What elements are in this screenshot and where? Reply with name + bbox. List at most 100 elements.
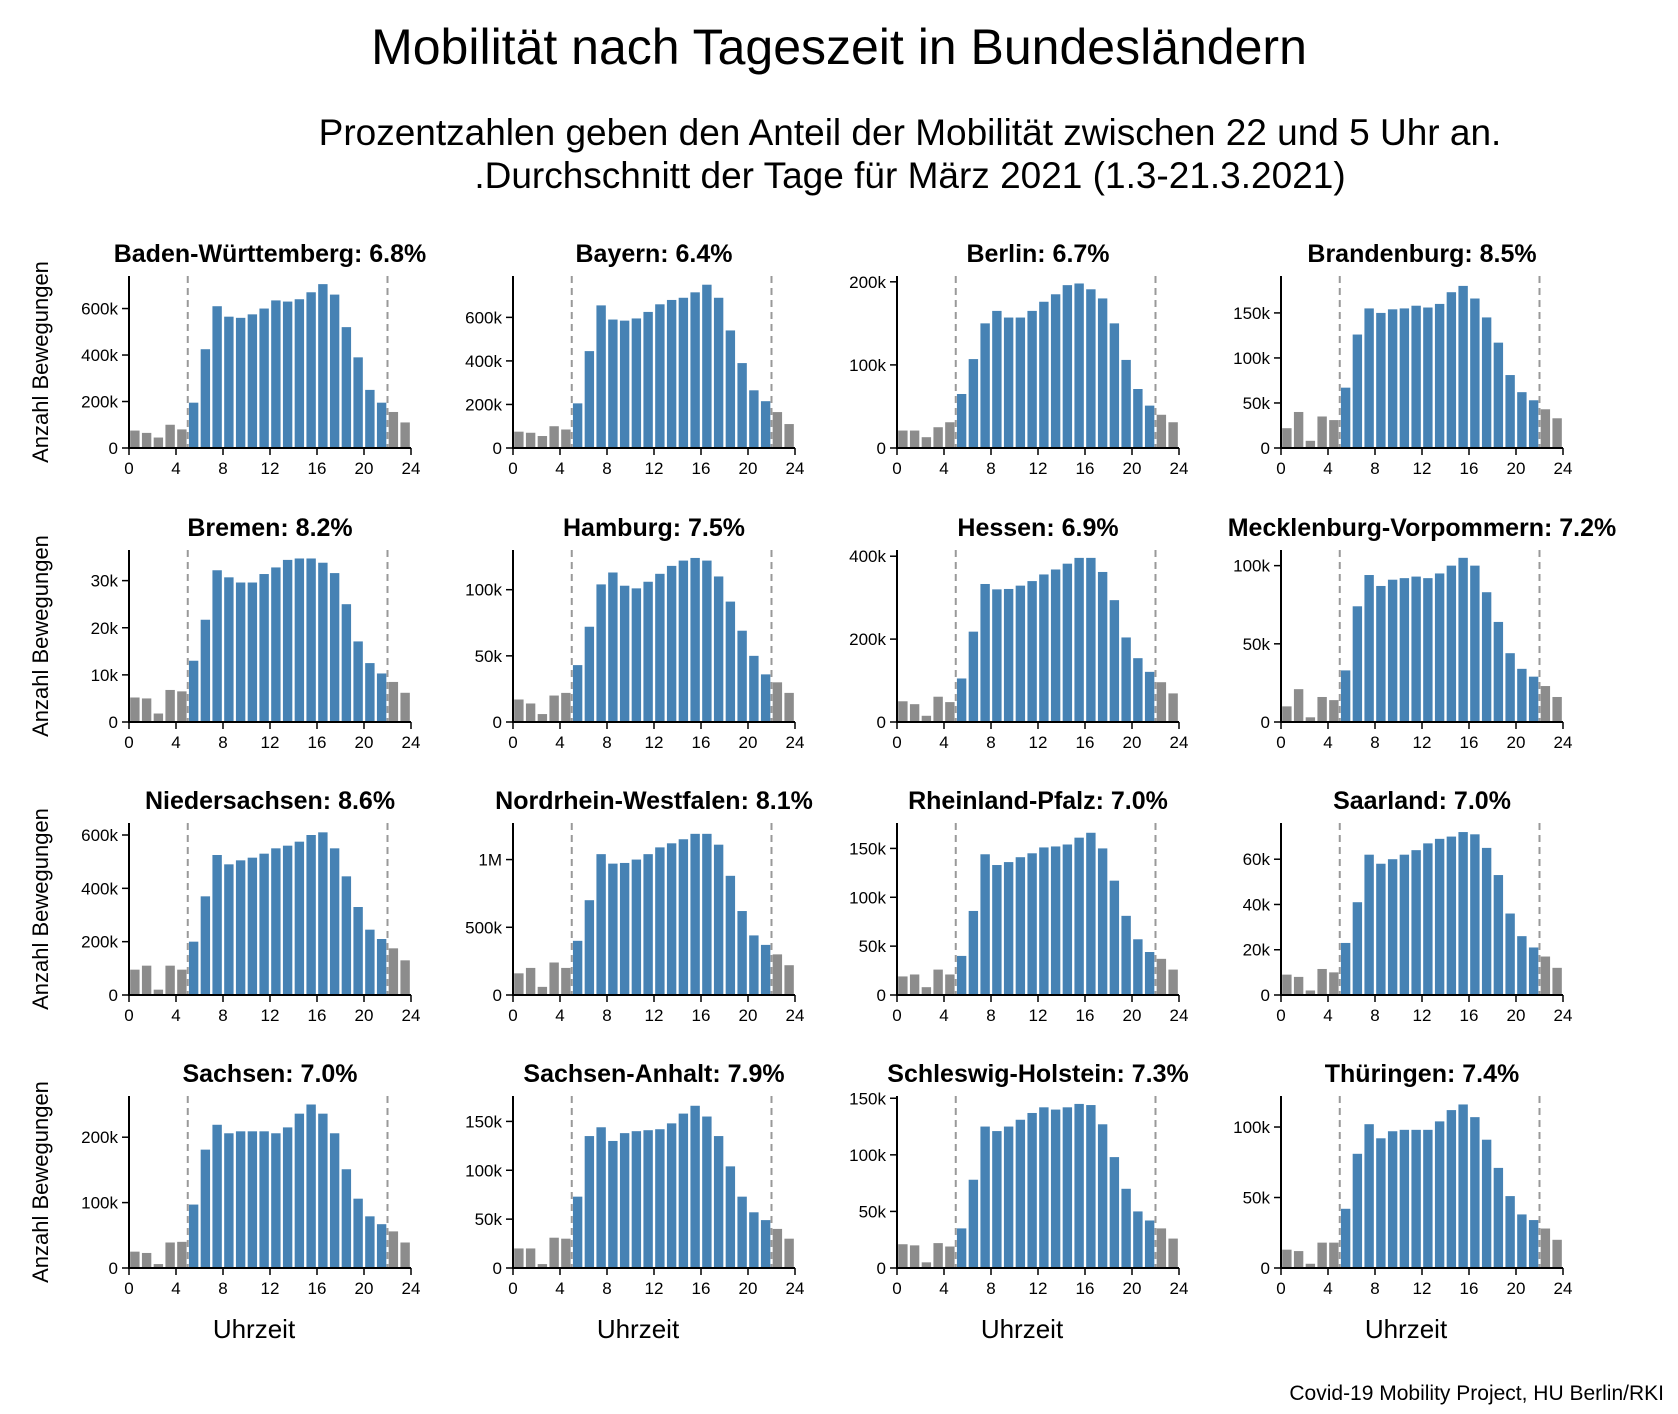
y-tick-label: 0: [493, 986, 502, 1005]
bar-day: [760, 1220, 771, 1268]
bar-day: [282, 845, 293, 995]
x-tick-label: 4: [555, 459, 564, 478]
x-tick-label: 4: [171, 459, 180, 478]
bar-day: [1109, 323, 1120, 448]
bar-day: [1376, 1138, 1386, 1268]
bar-day: [353, 641, 363, 722]
x-tick-label: 20: [1123, 1006, 1142, 1025]
bar-night: [772, 954, 783, 995]
x-tick-label: 4: [555, 733, 564, 752]
bar-day: [1446, 565, 1457, 722]
x-axis-label: Uhrzeit: [213, 1314, 296, 1344]
bar-day: [655, 573, 665, 722]
x-tick-label: 16: [692, 733, 711, 752]
bar-night: [772, 682, 783, 722]
bar-day: [584, 351, 595, 448]
bar-day: [318, 832, 328, 995]
bar-day: [631, 1131, 642, 1268]
source-credit: Covid-19 Mobility Project, HU Berlin/RKI: [1289, 1382, 1664, 1405]
bar-day: [1039, 847, 1049, 995]
bar-night: [1293, 411, 1304, 448]
subplot: Brandenburg: 8.5% 0 4 8 12 16 20 24 0 50k 100k 150k: [1233, 240, 1572, 478]
x-tick-label: 8: [602, 459, 611, 478]
bar-day: [1458, 1104, 1468, 1268]
subplot: Rheinland-Pfalz: 7.0% 0 4 8 12 16 20 24 0 50k 100k…: [849, 787, 1188, 1025]
bar-night: [141, 432, 152, 448]
bar-day: [188, 660, 199, 722]
bar-night: [1329, 972, 1339, 995]
bar-day: [329, 1133, 340, 1268]
bar-day: [572, 403, 583, 448]
x-tick-label: 12: [645, 1279, 664, 1298]
bar-day: [1352, 334, 1363, 448]
x-tick-label: 8: [602, 1006, 611, 1025]
y-tick-label: 500k: [465, 918, 502, 937]
bar-night: [537, 714, 548, 722]
subplot-title: Niedersachsen: 8.6%: [145, 787, 395, 815]
bar-day: [1387, 1131, 1398, 1268]
y-tick-label: 600k: [81, 826, 118, 845]
x-tick-label: 20: [355, 459, 374, 478]
y-tick-label: 100k: [81, 1194, 118, 1213]
subplot-title: Berlin: 6.7%: [966, 240, 1109, 268]
bar-day: [1505, 375, 1515, 448]
x-axis-label: Uhrzeit: [981, 1314, 1064, 1344]
bar-night: [1305, 990, 1316, 995]
bar-night: [1552, 418, 1562, 448]
x-tick-label: 24: [1170, 1006, 1189, 1025]
y-tick-label: 150k: [849, 839, 886, 858]
bar-day: [1458, 285, 1468, 448]
bar-night: [945, 974, 955, 995]
y-tick-label: 200k: [849, 630, 886, 649]
bar-day: [353, 907, 363, 995]
bar-night: [921, 715, 932, 722]
bar-day: [666, 299, 677, 448]
bar-day: [1109, 880, 1120, 995]
y-tick-label: 0: [1261, 713, 1270, 732]
subplot: Baden-Württemberg: 6.8% 0 4 8 12 16 20 24 0 200k 4…: [28, 240, 426, 478]
bar-night: [784, 424, 794, 448]
bar-day: [1481, 592, 1492, 722]
bar-night: [909, 1245, 920, 1268]
bar-night: [514, 699, 524, 722]
bar-day: [749, 1212, 759, 1268]
x-tick-label: 24: [402, 459, 421, 478]
subplot: Sachsen: 7.0% 0 4 8 12 16 20 24 0 100k 200k Anzahl …: [28, 1060, 420, 1344]
bar-day: [1074, 1103, 1084, 1268]
subplot: Nordrhein-Westfalen: 8.1% 0 4 8 12 16 20 24 0 500…: [465, 787, 813, 1025]
y-tick-label: 0: [1261, 1259, 1270, 1278]
bar-night: [909, 974, 920, 995]
bar-night: [177, 969, 187, 995]
bar-night: [561, 1238, 571, 1268]
bar-day: [1423, 578, 1433, 722]
bar-night: [549, 962, 559, 995]
bar-day: [572, 665, 583, 722]
bar-day: [306, 558, 316, 722]
bar-day: [749, 935, 759, 995]
x-tick-label: 24: [402, 733, 421, 752]
bar-day: [968, 631, 979, 722]
bar-day: [655, 1129, 665, 1268]
bar-night: [1317, 416, 1327, 448]
bar-day: [1376, 863, 1386, 995]
bar-night: [945, 1246, 955, 1268]
bar-day: [200, 1149, 211, 1268]
bar-day: [1015, 585, 1026, 722]
bar-day: [1493, 875, 1504, 995]
bar-day: [247, 857, 258, 995]
x-tick-label: 4: [1323, 1279, 1332, 1298]
bar-day: [1050, 569, 1061, 722]
bar-day: [713, 297, 724, 448]
bar-day: [1399, 578, 1410, 722]
bar-night: [1293, 689, 1304, 722]
bar-night: [1317, 1242, 1327, 1268]
bar-night: [1168, 422, 1178, 448]
bar-night: [130, 430, 140, 448]
bar-day: [376, 402, 387, 448]
subplot-title: Sachsen-Anhalt: 7.9%: [523, 1060, 784, 1088]
bar-day: [1528, 400, 1539, 448]
bar-night: [898, 1244, 908, 1268]
x-tick-label: 8: [1370, 1279, 1379, 1298]
bar-night: [784, 965, 794, 995]
bar-day: [1387, 859, 1398, 995]
